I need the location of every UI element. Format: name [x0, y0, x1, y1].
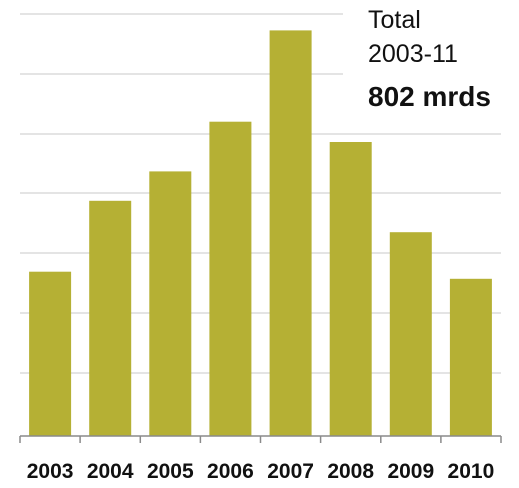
bar-2004: [89, 200, 132, 436]
annotation-total-value: 802 mrds: [368, 81, 491, 112]
bar-2005: [149, 171, 192, 436]
bar-2007: [269, 30, 312, 437]
bar-2006: [209, 121, 252, 436]
x-tick-label-2010: 2010: [448, 460, 495, 483]
annotation-total-label: Total: [368, 6, 421, 34]
bar-2003: [29, 271, 72, 436]
x-tick-label-2008: 2008: [327, 460, 374, 483]
x-axis-ticks: [19, 436, 502, 443]
x-tick-label-2007: 2007: [267, 460, 314, 483]
x-tick-label-2006: 2006: [207, 460, 254, 483]
x-tick-label-2004: 2004: [87, 460, 134, 483]
bars: [29, 30, 492, 437]
x-tick-label-2003: 2003: [27, 460, 74, 483]
x-tick-label-2005: 2005: [147, 460, 194, 483]
bar-2008: [329, 142, 372, 436]
bar-2009: [389, 232, 432, 436]
x-tick-label-2009: 2009: [387, 460, 434, 483]
bar-2010: [449, 278, 492, 436]
annotation-period: 2003-11: [368, 40, 458, 68]
x-axis-tick-labels: 2003 2004 2005 2006 2007 2008 2009 2010: [27, 460, 495, 483]
